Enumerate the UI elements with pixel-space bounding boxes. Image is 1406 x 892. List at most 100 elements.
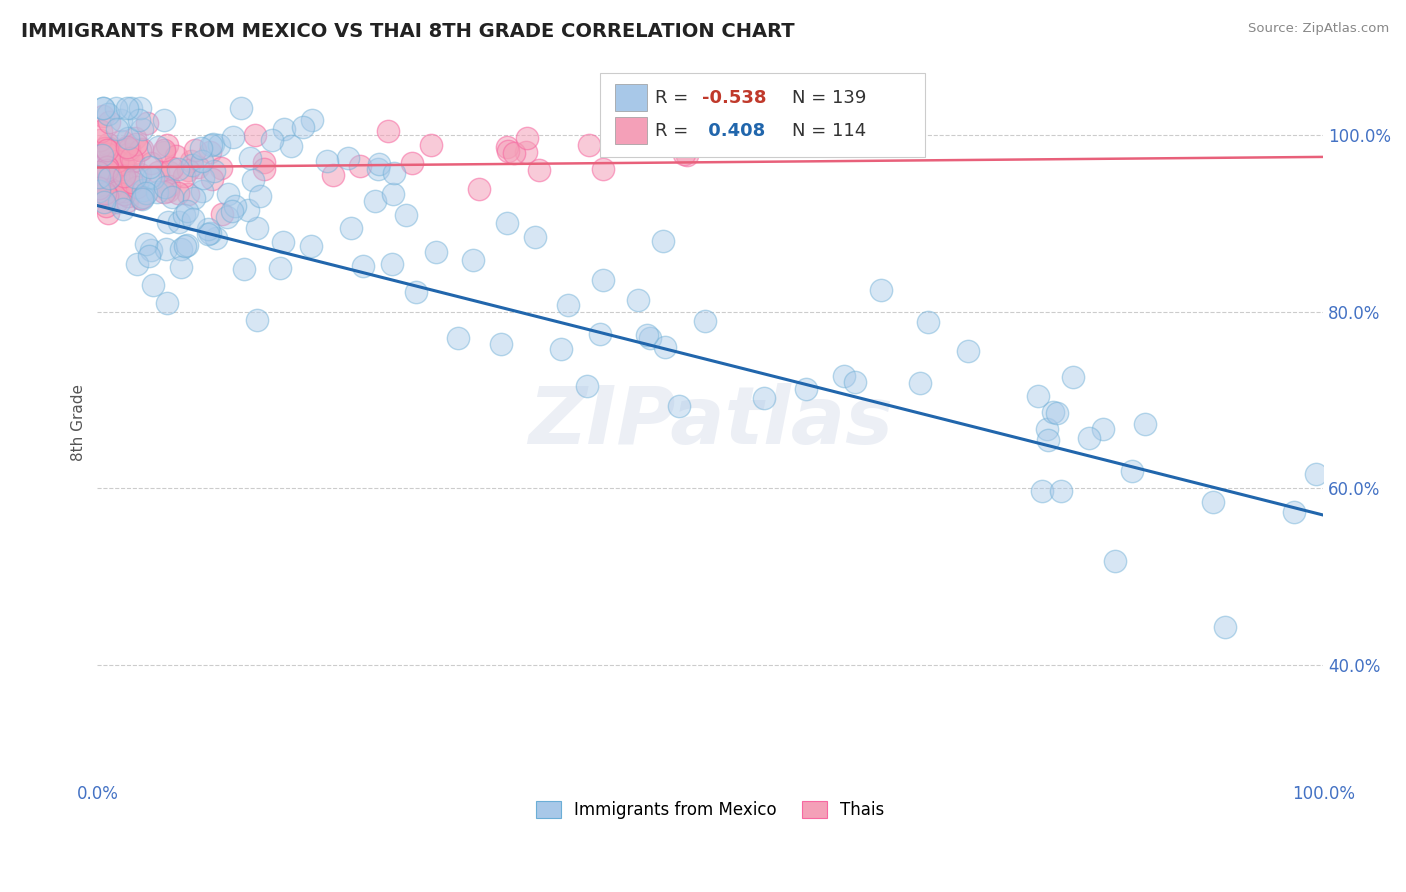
- Point: [1078, 430, 1101, 444]
- Point: [844, 375, 866, 389]
- Point: [654, 340, 676, 354]
- Point: [128, 143, 150, 157]
- Point: [1036, 434, 1059, 448]
- Point: [138, 249, 160, 263]
- Point: [110, 112, 132, 127]
- Point: [496, 145, 519, 159]
- Point: [198, 226, 221, 240]
- Point: [121, 175, 143, 189]
- Legend: Immigrants from Mexico, Thais: Immigrants from Mexico, Thais: [529, 794, 891, 826]
- Point: [381, 257, 404, 271]
- Point: [167, 161, 190, 176]
- Point: [87, 184, 110, 198]
- Point: [202, 163, 225, 178]
- Point: [93, 186, 115, 201]
- Point: [89, 133, 111, 147]
- Point: [184, 143, 207, 157]
- Point: [141, 155, 163, 169]
- FancyBboxPatch shape: [614, 84, 647, 112]
- Point: [202, 136, 225, 151]
- Point: [405, 285, 427, 299]
- Point: [249, 188, 271, 202]
- Point: [1050, 483, 1073, 498]
- Point: [917, 315, 939, 329]
- Point: [322, 168, 344, 182]
- Point: [1305, 467, 1327, 482]
- Point: [124, 170, 146, 185]
- Point: [200, 138, 222, 153]
- Point: [139, 243, 162, 257]
- Point: [557, 297, 579, 311]
- Point: [94, 199, 117, 213]
- Point: [156, 214, 179, 228]
- Point: [131, 192, 153, 206]
- Point: [377, 124, 399, 138]
- Point: [197, 227, 219, 242]
- Y-axis label: 8th Grade: 8th Grade: [72, 384, 86, 460]
- Point: [97, 136, 120, 151]
- Point: [467, 182, 489, 196]
- Point: [381, 187, 404, 202]
- Point: [97, 147, 120, 161]
- Point: [91, 182, 114, 196]
- Point: [197, 221, 219, 235]
- Point: [128, 113, 150, 128]
- Point: [115, 101, 138, 115]
- Point: [121, 154, 143, 169]
- Point: [98, 182, 121, 196]
- Point: [238, 202, 260, 217]
- Point: [111, 134, 134, 148]
- Point: [368, 156, 391, 170]
- Point: [208, 137, 231, 152]
- Point: [292, 120, 315, 135]
- Point: [516, 130, 538, 145]
- Point: [908, 376, 931, 391]
- Point: [503, 146, 526, 161]
- Point: [157, 179, 180, 194]
- Text: ZIPatlas: ZIPatlas: [527, 384, 893, 461]
- Point: [93, 141, 115, 155]
- Point: [1092, 422, 1115, 436]
- Point: [832, 369, 855, 384]
- Point: [125, 136, 148, 151]
- Point: [1213, 620, 1236, 634]
- Point: [349, 159, 371, 173]
- Point: [121, 151, 143, 165]
- Point: [104, 159, 127, 173]
- Point: [94, 171, 117, 186]
- Point: [1042, 405, 1064, 419]
- Point: [425, 244, 447, 259]
- Point: [336, 152, 359, 166]
- Text: -0.538: -0.538: [702, 88, 766, 107]
- Point: [191, 184, 214, 198]
- Point: [1202, 495, 1225, 509]
- Point: [183, 191, 205, 205]
- Point: [575, 379, 598, 393]
- Point: [176, 238, 198, 252]
- Point: [170, 260, 193, 274]
- Point: [129, 167, 152, 181]
- Point: [91, 101, 114, 115]
- Point: [273, 121, 295, 136]
- Point: [224, 199, 246, 213]
- Point: [94, 180, 117, 194]
- Point: [1026, 389, 1049, 403]
- Point: [340, 220, 363, 235]
- Point: [91, 178, 114, 193]
- Point: [668, 399, 690, 413]
- Point: [1121, 464, 1143, 478]
- Point: [461, 252, 484, 267]
- Point: [384, 166, 406, 180]
- Point: [146, 165, 169, 179]
- Point: [135, 237, 157, 252]
- Point: [217, 186, 239, 201]
- Point: [112, 202, 135, 216]
- Point: [117, 147, 139, 161]
- FancyBboxPatch shape: [600, 72, 925, 157]
- Point: [96, 189, 118, 203]
- Point: [1031, 483, 1053, 498]
- Point: [136, 116, 159, 130]
- Point: [167, 214, 190, 228]
- Point: [98, 141, 121, 155]
- Point: [87, 181, 110, 195]
